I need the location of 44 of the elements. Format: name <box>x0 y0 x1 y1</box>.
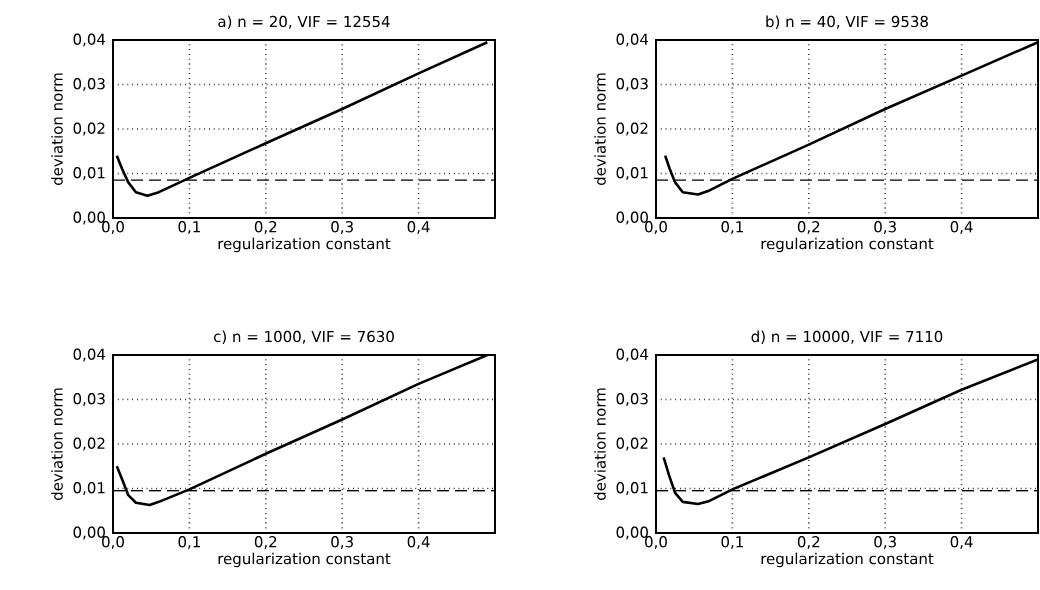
y-tick-label: 0,03 <box>73 393 105 406</box>
x-axis-title: regularization constant <box>218 552 391 568</box>
x-axis-title: regularization constant <box>761 237 934 253</box>
chart-title: b) n = 40, VIF = 9538 <box>766 15 928 29</box>
y-tick-label: 0,04 <box>616 33 649 47</box>
y-tick-label: 0,01 <box>73 482 105 495</box>
x-tick-label: 0,1 <box>721 221 743 234</box>
y-tick-label: 0,04 <box>73 348 106 362</box>
x-tick-label: 0,4 <box>950 536 973 549</box>
y-tick-label: 0,02 <box>616 437 648 451</box>
x-tick-label: 0,4 <box>407 536 430 549</box>
x-tick-label: 0,4 <box>407 221 430 234</box>
y-tick-label: 0,01 <box>73 167 105 180</box>
x-tick-label: 0,2 <box>254 221 277 234</box>
y-tick-label: 0,03 <box>73 78 105 91</box>
x-tick-label: 0,3 <box>331 221 353 234</box>
y-tick-label: 0,03 <box>616 393 648 406</box>
x-tick-label: 0,1 <box>721 536 743 549</box>
x-tick-label: 0,3 <box>874 221 896 234</box>
x-axis-title: regularization constant <box>218 237 391 253</box>
x-tick-label: 0,1 <box>178 221 200 234</box>
x-tick-label: 0,3 <box>331 536 353 549</box>
chart-title: d) n = 10000, VIF = 7110 <box>751 330 943 344</box>
y-axis-title: deviation norm <box>51 388 63 501</box>
x-tick-label: 0,4 <box>950 221 973 234</box>
chart-title: a) n = 20, VIF = 12554 <box>218 15 390 29</box>
x-tick-label: 0,2 <box>797 221 820 234</box>
x-tick-label: 0,2 <box>254 536 277 549</box>
x-tick-label: 0,2 <box>797 536 820 549</box>
x-tick-label: 0,3 <box>874 536 896 549</box>
y-axis-title: deviation norm <box>594 388 606 501</box>
x-tick-label: 0,1 <box>178 536 200 549</box>
y-axis-title: deviation norm <box>594 73 606 186</box>
y-tick-label: 0,02 <box>73 437 105 451</box>
y-tick-label: 0,01 <box>616 482 648 495</box>
chart-title: c) n = 1000, VIF = 7630 <box>213 330 394 344</box>
y-tick-label: 0,01 <box>616 167 648 180</box>
y-tick-label: 0,02 <box>616 122 648 136</box>
x-axis-title: regularization constant <box>761 552 934 568</box>
y-tick-label: 0,04 <box>616 348 649 362</box>
y-axis-title: deviation norm <box>51 73 63 186</box>
y-tick-label: 0,04 <box>73 33 106 47</box>
y-tick-label: 0,02 <box>73 122 105 136</box>
y-tick-label: 0,03 <box>616 78 648 91</box>
